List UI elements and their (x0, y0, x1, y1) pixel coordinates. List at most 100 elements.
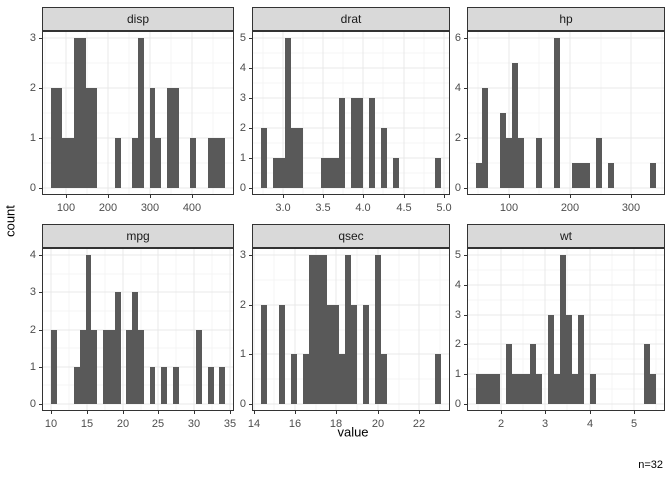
histogram-bar (482, 374, 488, 404)
y-tick-label: 2 (454, 132, 461, 144)
x-tick-mark (404, 195, 405, 198)
y-tick-label: 0 (239, 182, 246, 194)
y-tick-mark (39, 292, 42, 293)
histogram-bar (572, 374, 578, 404)
histogram-bar (572, 163, 578, 188)
panel-border (42, 31, 234, 195)
y-tick-mark (39, 330, 42, 331)
y-tick-mark (39, 38, 42, 39)
y-tick-label: 2 (239, 122, 246, 134)
facet-strip-label: hp (559, 12, 573, 26)
histogram-bar (173, 88, 179, 188)
y-tick-label: 2 (29, 82, 36, 94)
histogram-bar (512, 63, 518, 188)
histogram-bar (208, 138, 214, 188)
x-tick-label: 16 (288, 418, 302, 430)
y-tick-mark (249, 255, 252, 256)
histogram-bar (303, 354, 309, 404)
histogram-bar (86, 88, 91, 188)
histogram-bar (536, 138, 542, 188)
histogram-bar (214, 138, 219, 188)
y-tick-label: 6 (454, 32, 461, 44)
histogram-bar (68, 138, 74, 188)
histogram-bar (512, 374, 518, 404)
x-tick-label: 300 (140, 202, 160, 214)
histogram-bar (321, 158, 327, 188)
histogram-bar (297, 128, 303, 188)
y-tick-label: 3 (454, 309, 461, 321)
histogram-bar (650, 374, 656, 404)
y-tick-label: 2 (454, 338, 461, 350)
y-tick-mark (464, 374, 467, 375)
histogram-bar (161, 367, 167, 404)
histogram-bar (435, 158, 441, 188)
y-tick-label: 0 (29, 182, 36, 194)
histogram-bar (327, 158, 333, 188)
facet-panel-mpg (42, 248, 234, 411)
histogram-bar (488, 374, 494, 404)
facet-strip-label: wt (560, 229, 572, 243)
histogram-bar (518, 138, 524, 188)
x-tick-mark (545, 411, 546, 414)
facet-panel-hp (467, 31, 665, 195)
x-tick-label: 10 (44, 418, 58, 430)
histogram-bar (381, 354, 387, 404)
y-tick-label: 0 (454, 182, 461, 194)
histogram-bar (560, 255, 566, 404)
x-tick-label: 100 (499, 202, 519, 214)
y-tick-label: 3 (239, 92, 246, 104)
x-tick-mark (590, 411, 591, 414)
x-tick-mark (283, 195, 284, 198)
y-tick-mark (464, 38, 467, 39)
histogram-bar (115, 138, 121, 188)
y-tick-label: 1 (454, 368, 461, 380)
histogram-bar (524, 374, 530, 404)
x-tick-label: 22 (412, 418, 426, 430)
histogram-bar (590, 374, 596, 404)
histogram-bar (339, 98, 345, 188)
histogram-bar (566, 315, 572, 404)
x-tick-mark (336, 411, 337, 414)
y-tick-mark (39, 88, 42, 89)
x-tick-mark (194, 411, 195, 414)
histogram-bar (219, 138, 225, 188)
histogram-bar (80, 330, 86, 404)
histogram-bar (80, 38, 86, 188)
y-tick-mark (464, 344, 467, 345)
histogram-bar (155, 138, 161, 188)
y-tick-mark (464, 188, 467, 189)
facet-panel-disp (42, 31, 234, 195)
y-tick-label: 4 (454, 279, 461, 291)
y-tick-label: 5 (454, 249, 461, 261)
x-tick-label: 15 (80, 418, 94, 430)
y-axis-title: count (2, 205, 18, 237)
histogram-bar (309, 255, 315, 404)
x-tick-label: 5.0 (436, 202, 452, 214)
x-tick-mark (444, 195, 445, 198)
facet-strip-qsec: qsec (252, 224, 450, 248)
x-tick-label: 3.5 (315, 202, 331, 214)
y-tick-label: 1 (239, 348, 246, 360)
histogram-bar (74, 367, 80, 404)
histogram-bar (506, 138, 512, 188)
x-tick-mark (123, 411, 124, 414)
facet-strip-label: drat (340, 12, 362, 26)
histogram-bar (554, 374, 560, 404)
x-tick-mark (419, 411, 420, 414)
histogram-bar (393, 158, 399, 188)
histogram-bar (644, 344, 650, 404)
histogram-bar (339, 354, 345, 404)
y-tick-label: 4 (239, 62, 246, 74)
histogram-bar (115, 292, 121, 404)
histogram-bar (57, 88, 62, 188)
y-tick-mark (249, 188, 252, 189)
histogram-bar (74, 38, 80, 188)
panel-border (467, 248, 665, 411)
facet-panel-drat (252, 31, 450, 195)
histogram-bar (315, 255, 321, 404)
histogram-bar (345, 255, 351, 404)
y-tick-label: 4 (29, 249, 36, 261)
y-tick-mark (249, 404, 252, 405)
panel-border (42, 248, 234, 411)
